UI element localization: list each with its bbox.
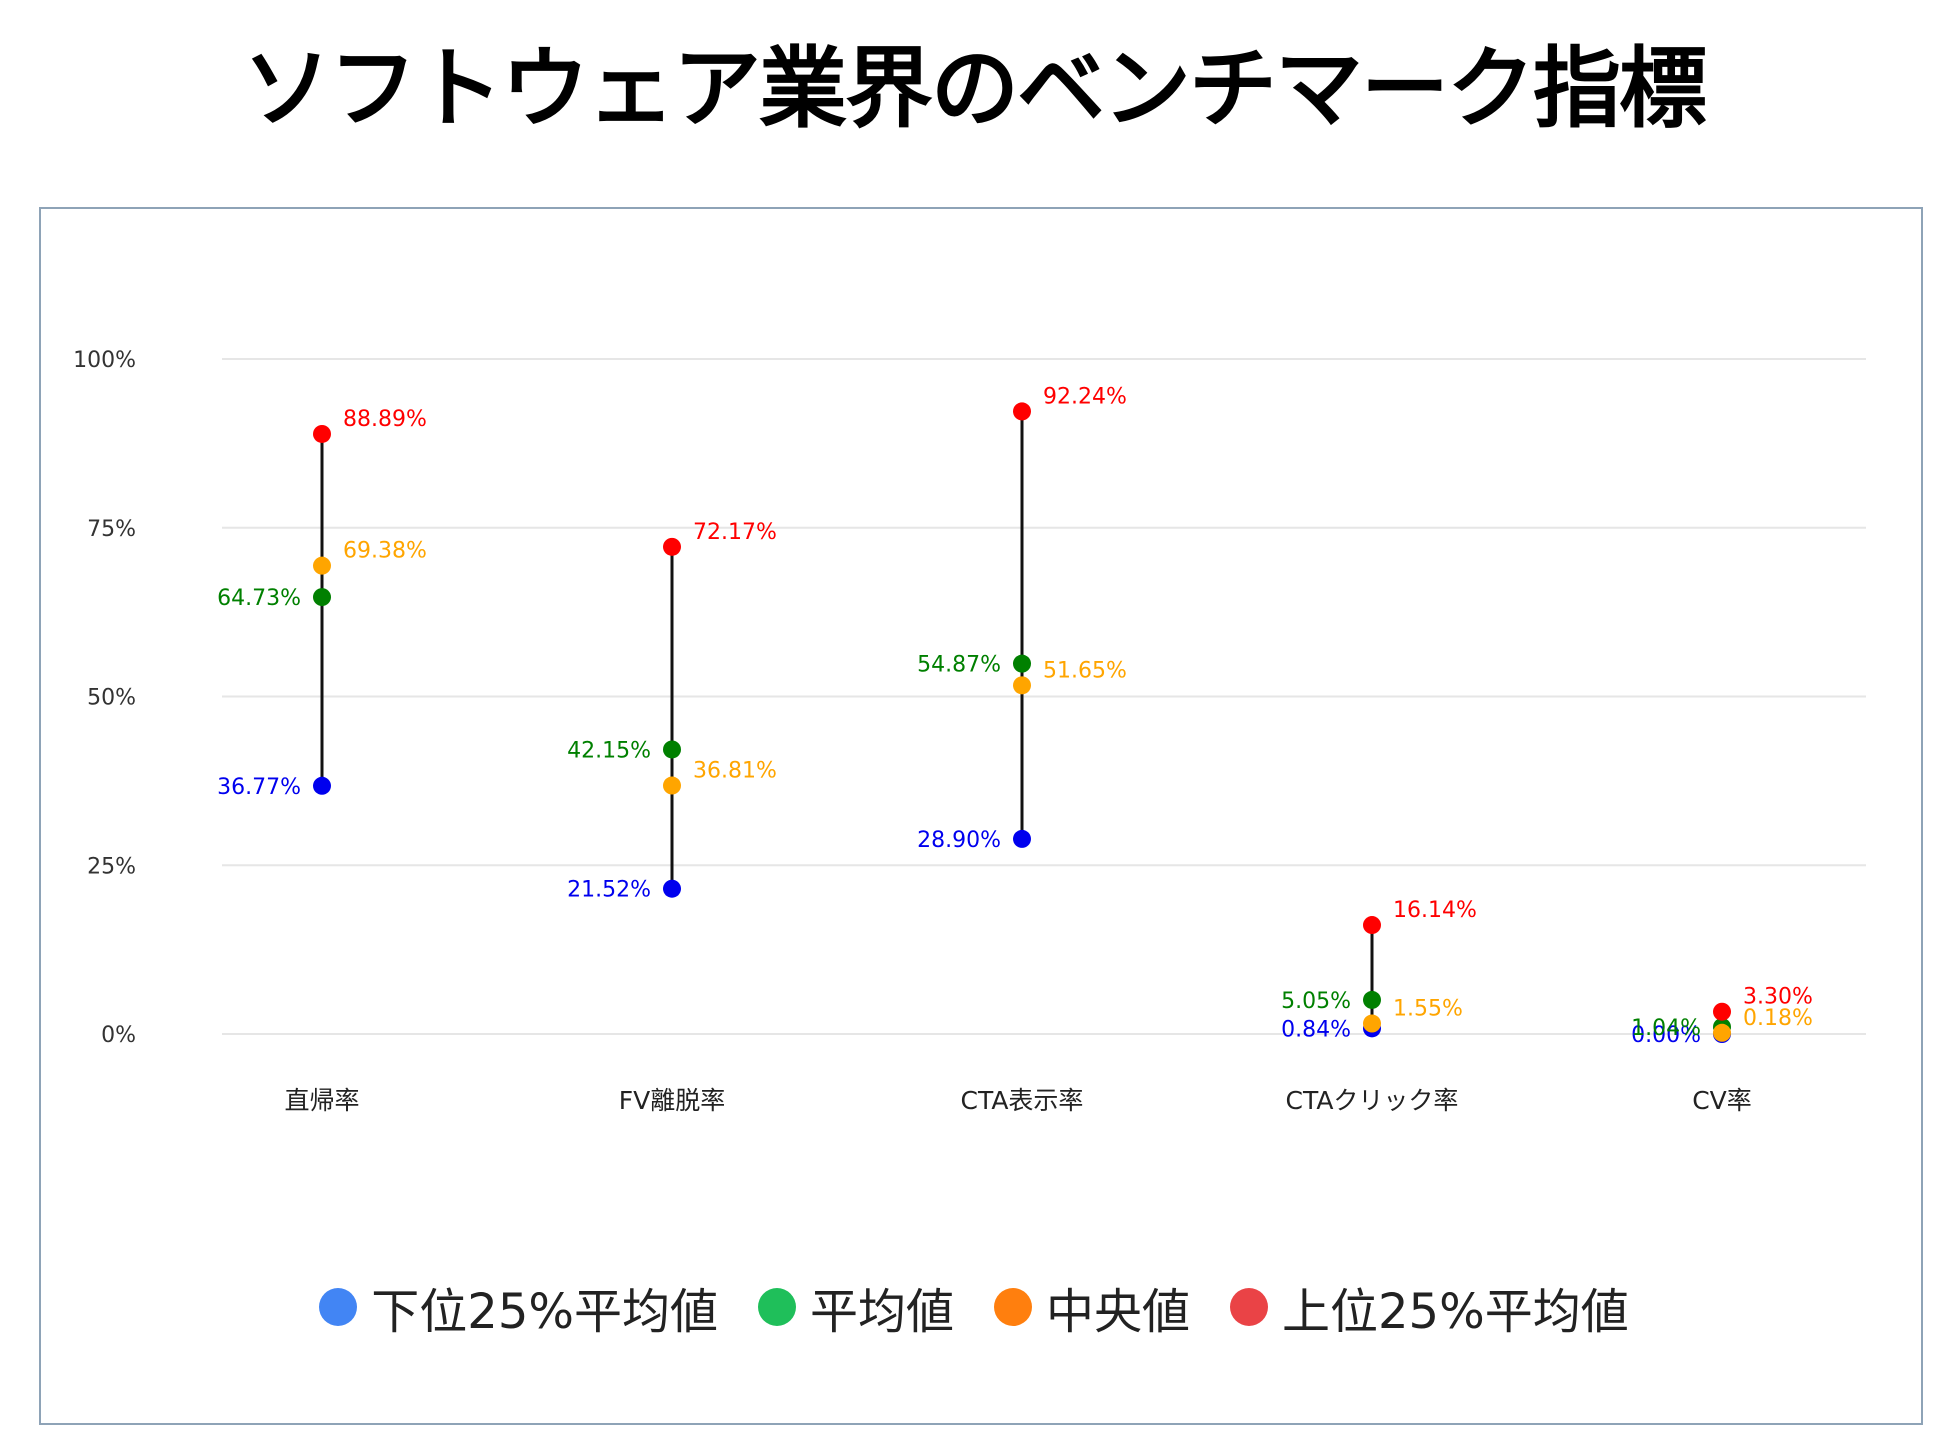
legend-item: 中央値 [994,1272,1190,1342]
data-label: 0.00% [1631,1023,1701,1048]
legend-item: 下位25%平均値 [319,1272,718,1342]
data-point [1713,1023,1731,1042]
legend-label: 中央値 [1046,1284,1191,1340]
data-point [1713,1002,1731,1021]
data-point [663,537,681,556]
data-label: 92.24% [1043,384,1127,409]
data-point [663,776,681,795]
data-point [313,556,331,575]
data-point [313,588,331,607]
legend-label: 上位25%平均値 [1282,1284,1629,1340]
data-label: 0.84% [1281,1017,1351,1042]
legend-label: 下位25%平均値 [371,1284,718,1340]
data-point [313,424,331,443]
data-label: 16.14% [1393,898,1477,923]
data-point [663,879,681,898]
data-point [313,776,331,795]
data-label: 64.73% [217,586,301,611]
legend-swatch [1230,1288,1269,1326]
data-label: 1.04% [1631,1016,1701,1041]
data-label: 72.17% [693,520,777,545]
y-tick-label: 100% [73,348,136,373]
data-label: 42.15% [567,738,651,763]
data-label: 0.18% [1743,1006,1813,1031]
legend-swatch [994,1288,1032,1326]
data-label: 88.89% [343,407,427,432]
data-point [1363,990,1381,1009]
data-point [1013,829,1031,848]
data-point [663,740,681,759]
y-tick-label: 25% [87,854,136,879]
legend-swatch [319,1288,358,1326]
data-label: 21.52% [567,878,651,903]
data-label: 3.30% [1743,985,1813,1010]
data-label: 36.81% [693,759,777,784]
legend-swatch [757,1288,796,1326]
data-label: 69.38% [343,539,427,564]
data-label: 1.55% [1393,997,1463,1022]
legend-item: 上位25%平均値 [1230,1272,1629,1342]
y-tick-label: 75% [87,517,136,542]
legend-label: 平均値 [809,1284,954,1340]
data-label: 36.77% [217,775,301,800]
data-point [1363,1014,1381,1033]
data-label: 5.05% [1281,989,1351,1014]
x-category-label: CV率 [1692,1086,1752,1115]
data-point [1013,654,1031,673]
y-tick-label: 0% [101,1023,136,1048]
legend-item: 平均値 [757,1272,954,1342]
chart-legend: 下位25%平均値 平均値 中央値 上位25%平均値 [0,1272,1948,1342]
x-category-label: CTAクリック率 [1286,1086,1459,1115]
chart-title: ソフトウェア業界のベンチマーク指標 [242,37,1707,140]
chart-frame [39,207,1923,1425]
data-point [1013,402,1031,421]
data-label: 54.87% [917,653,1001,678]
x-category-label: FV離脱率 [619,1086,725,1115]
data-label: 51.65% [1043,658,1127,683]
x-category-label: CTA表示率 [961,1086,1084,1115]
x-category-label: 直帰率 [284,1086,359,1115]
data-point [1013,676,1031,695]
data-label: 28.90% [917,828,1001,853]
data-point [1363,916,1381,935]
y-tick-label: 50% [87,686,136,711]
